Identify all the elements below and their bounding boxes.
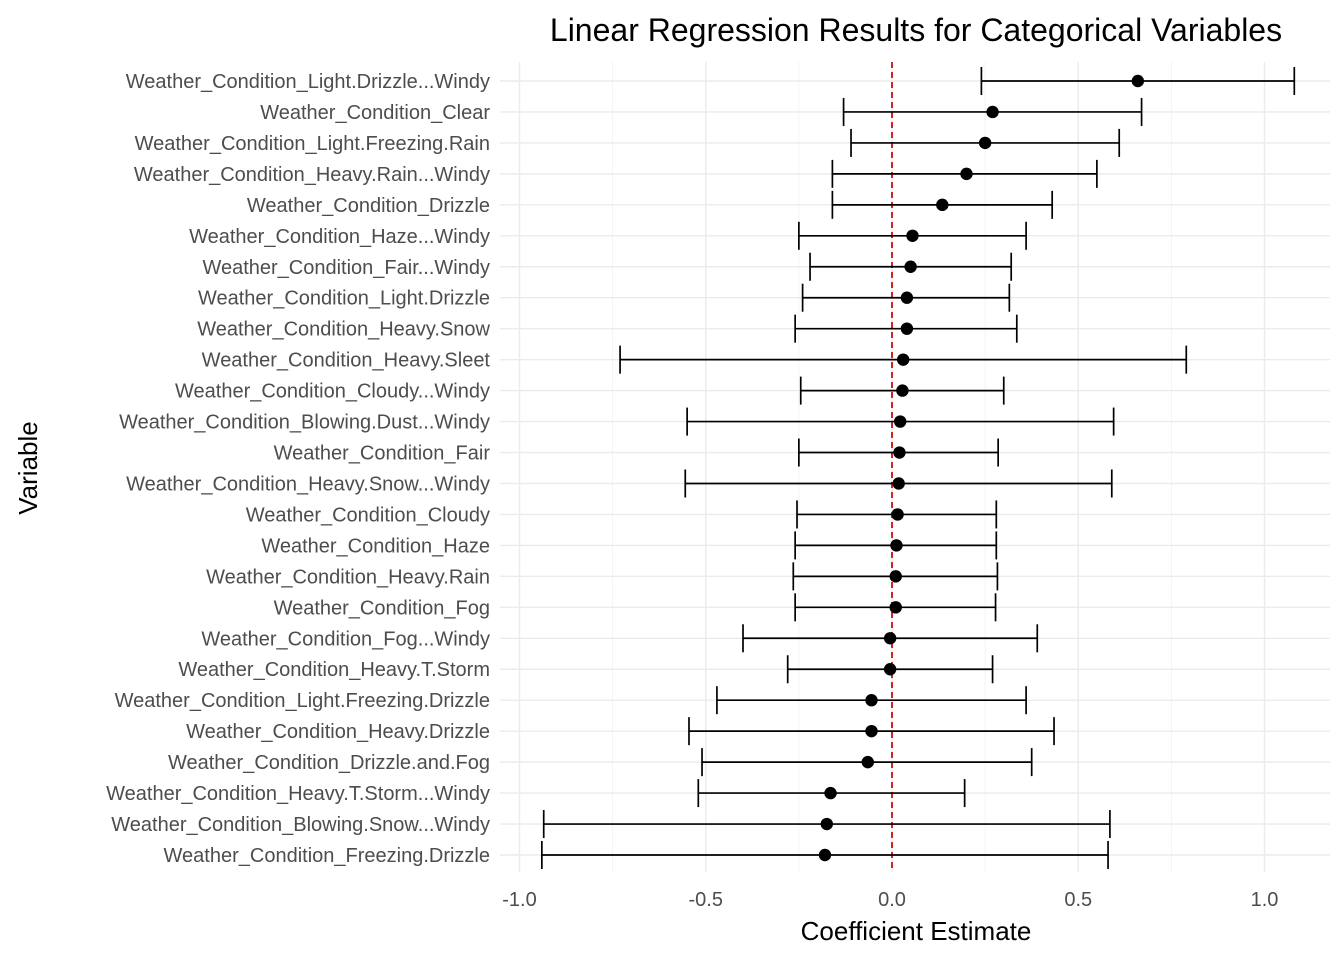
coefficient-point: [896, 353, 910, 366]
coefficient-point: [978, 136, 992, 150]
y-tick-label: Weather_Condition_Light.Freezing.Drizzle: [115, 690, 490, 712]
y-tick-label: Weather_Condition_Heavy.T.Storm: [178, 659, 490, 681]
y-tick-label: Weather_Condition_Drizzle.and.Fog: [168, 752, 490, 774]
y-tick-label: Weather_Condition_Cloudy...Windy: [175, 381, 490, 403]
y-tick-label: Weather_Condition_Heavy.Rain...Windy: [134, 164, 490, 186]
y-tick-label: Weather_Condition_Fog: [274, 597, 490, 619]
y-tick-label: Weather_Condition_Heavy.Sleet: [202, 350, 491, 372]
y-tick-label: Weather_Condition_Clear: [260, 102, 490, 124]
y-tick-label: Weather_Condition_Haze: [261, 535, 490, 557]
y-tick-label: Weather_Condition_Heavy.Rain: [206, 566, 490, 588]
coefficient-points: [818, 74, 1145, 862]
y-tick-label: Weather_Condition_Heavy.Snow: [197, 319, 490, 341]
coefficient-point: [883, 632, 897, 645]
y-tick-label: Weather_Condition_Freezing.Drizzle: [164, 845, 490, 867]
x-axis-title: Coefficient Estimate: [801, 916, 1032, 946]
x-tick-label: -1.0: [502, 889, 536, 911]
x-tick-label: 1.0: [1251, 889, 1279, 911]
coefficient-point: [900, 322, 914, 335]
x-tick-label: 0.0: [878, 889, 906, 911]
coefficient-point: [865, 694, 878, 707]
coefficient-point: [896, 384, 909, 397]
coefficient-point: [893, 446, 906, 459]
coefficient-point: [900, 291, 914, 304]
y-tick-label: Weather_Condition_Heavy.T.Storm...Windy: [106, 783, 490, 805]
coefficient-point: [890, 539, 903, 552]
y-tick-label: Weather_Condition_Blowing.Snow...Windy: [111, 814, 490, 836]
chart-title: Linear Regression Results for Categorica…: [550, 12, 1282, 48]
y-tick-label: Weather_Condition_Cloudy: [246, 504, 490, 526]
grid-layer: [500, 62, 1330, 872]
coefficient-point: [936, 198, 949, 212]
y-axis-title: Variable: [13, 421, 43, 514]
coefficient-point: [818, 848, 832, 862]
y-tick-label: Weather_Condition_Haze...Windy: [189, 226, 490, 248]
coefficient-point: [861, 755, 874, 769]
coefficient-point: [889, 570, 902, 583]
y-tick-label: Weather_Condition_Fair: [274, 443, 491, 465]
y-tick-label: Weather_Condition_Fog...Windy: [201, 628, 490, 650]
coefficient-point: [893, 415, 907, 428]
coefficient-point: [906, 229, 919, 242]
y-tick-label: Weather_Condition_Light.Freezing.Rain: [135, 133, 490, 155]
x-tick-label: -0.5: [689, 889, 723, 911]
coefficient-point: [904, 260, 917, 273]
x-axis-tick-labels: -1.0 -0.5 0.0 0.5 1.0: [502, 889, 1278, 911]
y-tick-label: Weather_Condition_Drizzle: [247, 195, 490, 217]
coefficient-point: [960, 167, 973, 181]
coefficient-point: [1131, 74, 1145, 88]
y-tick-label: Weather_Condition_Heavy.Snow...Windy: [126, 473, 490, 495]
y-tick-label: Weather_Condition_Heavy.Drizzle: [186, 721, 490, 743]
coefficient-point: [883, 663, 897, 676]
coefficient-point: [820, 817, 834, 831]
coefficient-point: [865, 724, 878, 738]
y-tick-label: Weather_Condition_Blowing.Dust...Windy: [119, 412, 490, 434]
coefficient-point: [889, 601, 902, 614]
coefficient-point: [891, 508, 904, 521]
x-tick-label: 0.5: [1064, 889, 1092, 911]
coefficient-point: [986, 105, 999, 119]
coefficient-point: [892, 477, 905, 490]
coefficient-point: [824, 786, 837, 800]
y-tick-label: Weather_Condition_Fair...Windy: [202, 257, 490, 279]
y-axis-tick-labels: Weather_Condition_Light.Drizzle...Windy W…: [106, 71, 490, 867]
error-bars: [540, 67, 1296, 869]
y-tick-label: Weather_Condition_Light.Drizzle...Windy: [126, 71, 490, 93]
y-tick-label: Weather_Condition_Light.Drizzle: [198, 288, 490, 310]
